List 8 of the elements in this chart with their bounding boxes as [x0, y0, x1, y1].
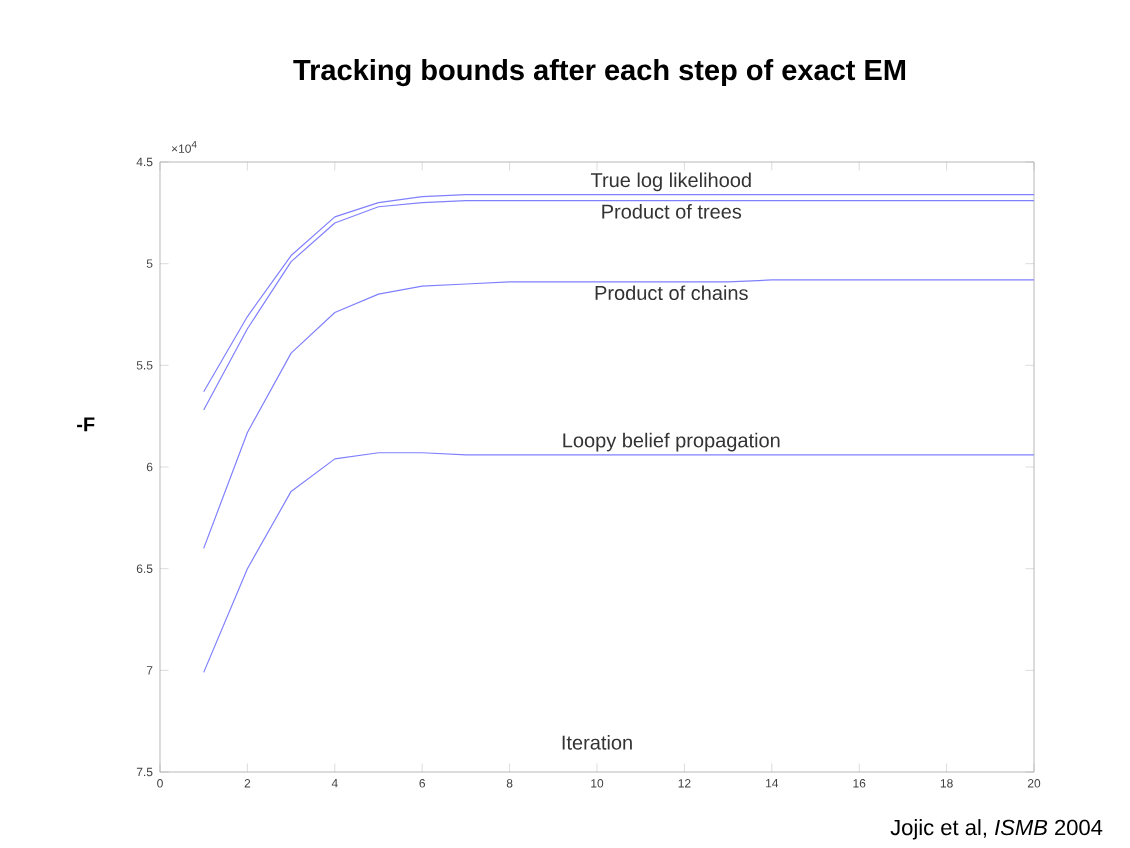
series-label: Loopy belief propagation — [563, 432, 780, 452]
series-label: Product of chains — [595, 285, 748, 301]
x-axis-title: Iteration — [562, 735, 632, 750]
series-label: Product of trees — [602, 204, 742, 219]
text: Jojic et al, ISMB 2004 — [890, 819, 1103, 840]
series-label: True log likelihood — [590, 172, 751, 192]
y-axis-title: -F — [77, 417, 95, 432]
chart-title: Tracking bounds after each step of exact EM — [293, 58, 906, 87]
